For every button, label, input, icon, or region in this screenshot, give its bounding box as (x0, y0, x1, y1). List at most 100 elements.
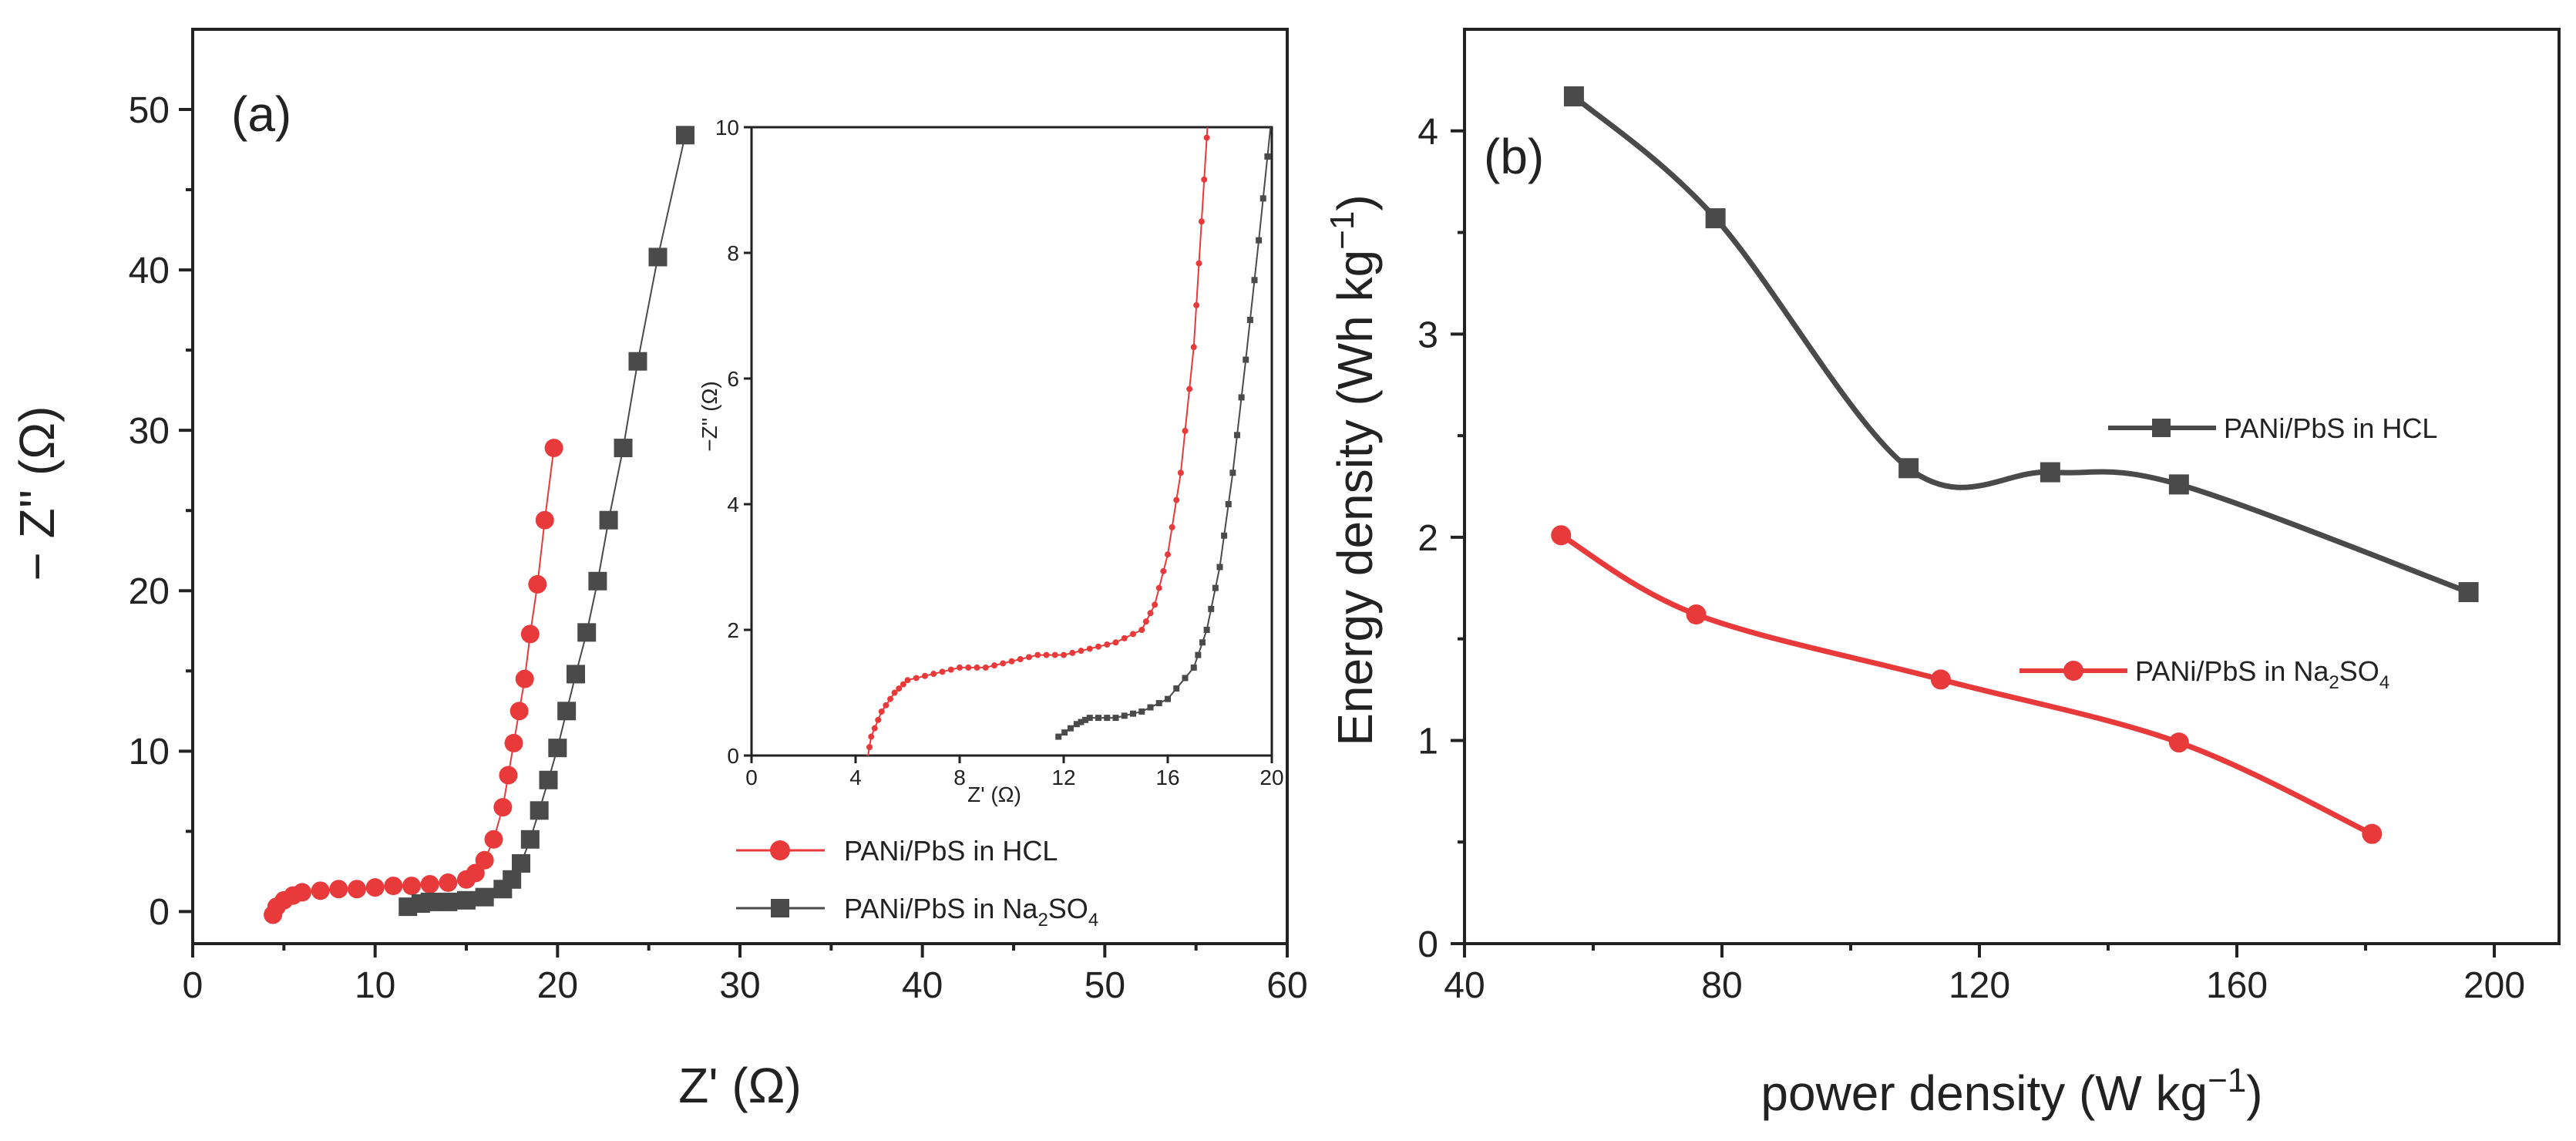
panel-a-series-0-point (329, 880, 348, 899)
inset-series-0-point (1182, 427, 1189, 434)
inset-series-0-point (1165, 551, 1171, 558)
inset-series-0-point (939, 668, 946, 675)
panel-b-ytick-label: 0 (1417, 924, 1438, 965)
inset-xtick-label: 20 (1259, 766, 1283, 789)
panel-a-xtick-label: 50 (1085, 965, 1125, 1006)
legend-b-hcl-marker (2152, 419, 2171, 437)
panel-b-series-0-point (1705, 208, 1726, 229)
panel-a-ytick-label: 30 (129, 411, 170, 452)
panel-a-series-0-point (493, 798, 513, 817)
inset-series-1-point (1251, 277, 1258, 284)
panel-a-series-1-point (676, 126, 694, 145)
inset-series-0-point (1196, 260, 1202, 267)
inset-series-0-line (867, 127, 1209, 756)
panel-b-ticks: 40 80 120 160 200 0 1 2 3 4 (1417, 112, 2525, 1006)
panel-a-series-1-point (614, 439, 633, 458)
inset-series-1-point (1082, 716, 1089, 723)
inset-series-0-point (1121, 634, 1128, 641)
panel-b-series-1-point (1551, 525, 1572, 546)
inset-series-0-point (868, 733, 875, 740)
inset-series-0-point (1186, 385, 1193, 392)
inset-ytick-label: 10 (715, 116, 739, 140)
panel-a-series-0-point (515, 669, 534, 688)
panel-a-series-1-point (567, 665, 585, 684)
inset-x-axis-label: Z' (Ω) (967, 783, 1021, 806)
panel-a-y-axis-label: − Z'' (Ω) (9, 406, 65, 581)
inset-series-0-point (974, 664, 980, 671)
inset-series-0-point (1078, 648, 1085, 655)
inset-series-0-point (1177, 470, 1184, 476)
inset-series-0-point (957, 664, 963, 671)
inset-series-0-point (900, 681, 906, 688)
legend-a-na2so4-marker (771, 899, 789, 917)
inset-series-0-point (1201, 176, 1208, 183)
panel-b-ytick-label: 3 (1417, 315, 1438, 355)
inset-series-0-point (1138, 627, 1145, 633)
panel-a-ytick-label: 10 (129, 732, 170, 772)
panel-a-series-0-point (384, 877, 403, 896)
panel-a-series-1-point (628, 352, 647, 371)
panel-a-series-1-point (530, 801, 549, 820)
inset-series-1-point (1216, 564, 1223, 570)
inset-ytick-label: 0 (727, 744, 739, 768)
panel-a-xtick-label: 60 (1266, 965, 1307, 1006)
panel-a-xtick-label: 30 (719, 965, 760, 1006)
panel-a: (a) 0 10 20 30 40 50 60 0 10 20 30 40 50 0 4 8 12 16 20 0 2… (9, 9, 1308, 1113)
panel-a-series-1-point (539, 770, 558, 789)
inset-series-0-point (1026, 654, 1032, 661)
inset-series-1-point (1086, 715, 1093, 722)
inset-series-0-point (887, 695, 893, 702)
panel-a-ytick-label: 20 (129, 571, 170, 612)
inset-series-0-point (1152, 601, 1159, 608)
inset-series-0-point (1069, 649, 1076, 656)
inset-series-1-point (1068, 725, 1074, 732)
inset-series-1-line (1058, 127, 1272, 738)
panel-b: (b) 40 80 120 160 200 0 1 2 3 4 PANi/PbS in HCL P… (1323, 28, 2561, 1121)
inset-series-1-point (1073, 721, 1080, 728)
inset-series-1-point (1190, 664, 1197, 671)
inset-series (865, 9, 1275, 756)
inset-series-0-point (1212, 9, 1218, 15)
panel-a-xtick-label: 0 (183, 965, 203, 1006)
inset-y-axis-label: −Z'' (Ω) (698, 381, 721, 452)
inset-series-1-point (1138, 708, 1145, 715)
panel-b-xtick-label: 40 (1444, 965, 1485, 1006)
inset-series-1-point (1212, 584, 1219, 591)
panel-a-series-0-point (311, 881, 330, 900)
inset-series-0-point (1147, 610, 1154, 617)
inset-xtick-label: 4 (849, 766, 862, 789)
panel-b-series-0-point (2168, 474, 2189, 495)
panel-b-xtick-label: 120 (1949, 965, 2010, 1006)
inset-series-1-point (1269, 112, 1275, 118)
panel-a-series-1-point (457, 890, 476, 910)
panel-a-series-0-point (504, 733, 523, 752)
inset-series-1-point (1182, 675, 1189, 682)
panel-b-series-0-point (2458, 582, 2479, 603)
panel-a-series-0-point (509, 702, 529, 721)
inset-series-0-point (865, 754, 870, 756)
inset-series-0-point (1104, 641, 1111, 648)
legend-a-hcl-marker (770, 840, 790, 860)
inset-series-0-point (1008, 658, 1015, 665)
inset-series-0-point (1043, 651, 1050, 658)
inset-series-1-point (1173, 685, 1180, 692)
panel-a-xtick-label: 40 (902, 965, 943, 1006)
legend-a-na2so4-text: PANi/PbS in Na2SO4 (844, 893, 1098, 931)
panel-b-series-1-point (1686, 604, 1707, 625)
panel-a-series-0-point (466, 863, 485, 883)
panel-a-series-0-point (528, 574, 547, 594)
inset-series-0-point (878, 708, 885, 715)
panel-a-series-0-point (402, 877, 421, 896)
inset-series-0-point (1086, 645, 1093, 652)
inset-series-1-point (1147, 704, 1154, 711)
inset-series-0-point (1193, 301, 1200, 308)
inset-series-0-point (1142, 618, 1149, 625)
panel-a-label: (a) (231, 86, 291, 142)
panel-a-series-1-point (503, 870, 522, 889)
panel-a-x-axis-label: Z' (Ω) (678, 1058, 802, 1113)
panel-a-series-1-point (557, 702, 577, 721)
inset-series-0-point (922, 672, 928, 679)
panel-a-legend: PANi/PbS in HCL PANi/PbS in Na2SO4 (736, 835, 1098, 931)
